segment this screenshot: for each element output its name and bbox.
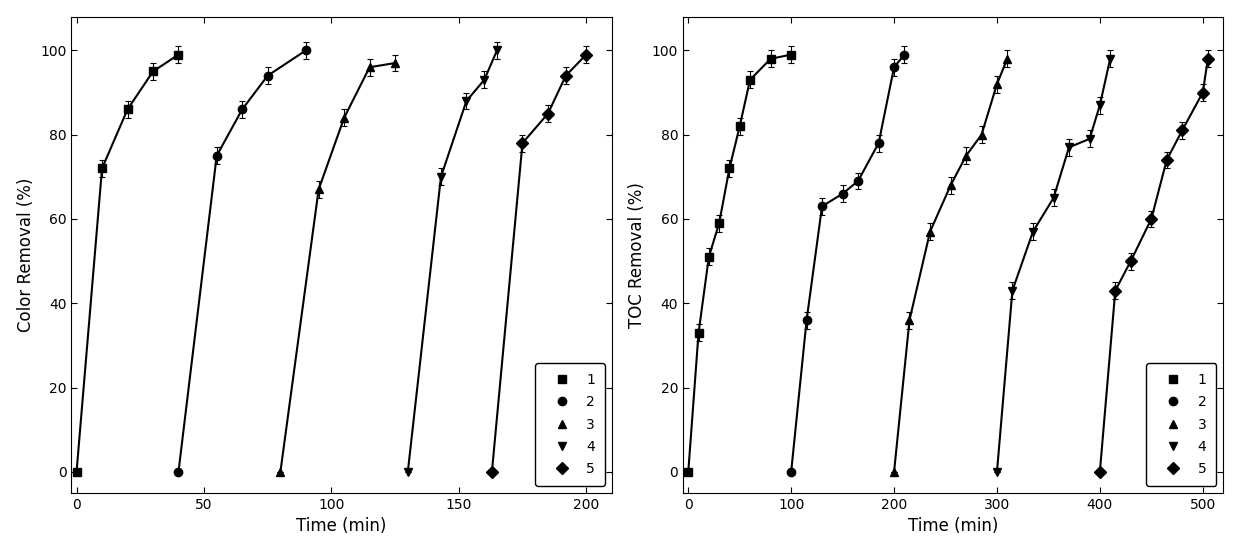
1 [145, 68, 160, 75]
3 [901, 317, 916, 323]
1 [171, 51, 186, 58]
5 [579, 51, 594, 58]
5 [1174, 127, 1189, 134]
Legend: 1, 2, 3, 4, 5: 1, 2, 3, 4, 5 [534, 363, 605, 486]
X-axis label: Time (min): Time (min) [296, 517, 387, 535]
3 [362, 64, 377, 71]
Line: 1: 1 [684, 50, 795, 476]
1 [733, 123, 748, 130]
5 [1123, 258, 1138, 264]
4 [1083, 136, 1097, 142]
5 [1159, 157, 1174, 163]
X-axis label: Time (min): Time (min) [908, 517, 998, 535]
1 [681, 469, 696, 475]
5 [1092, 469, 1107, 475]
3 [273, 469, 288, 475]
Line: 3: 3 [890, 55, 1012, 476]
1 [712, 220, 727, 226]
3 [388, 60, 403, 66]
1 [94, 165, 109, 172]
1 [784, 51, 799, 58]
2 [872, 140, 887, 146]
3 [999, 56, 1014, 62]
Legend: 1, 2, 3, 4, 5: 1, 2, 3, 4, 5 [1147, 363, 1216, 486]
1 [702, 253, 717, 260]
4 [1102, 56, 1117, 62]
1 [763, 56, 777, 62]
2 [851, 178, 866, 184]
5 [1195, 89, 1210, 96]
5 [1200, 56, 1215, 62]
2 [210, 152, 224, 159]
3 [887, 469, 901, 475]
4 [990, 469, 1004, 475]
2 [799, 317, 813, 323]
Y-axis label: TOC Removal (%): TOC Removal (%) [629, 182, 646, 328]
2 [299, 47, 314, 54]
Line: 4: 4 [404, 46, 501, 476]
5 [1143, 216, 1158, 222]
4 [477, 77, 492, 83]
1 [743, 77, 758, 83]
2 [234, 106, 249, 113]
Line: 4: 4 [993, 55, 1115, 476]
1 [120, 106, 135, 113]
Line: 1: 1 [72, 50, 182, 476]
3 [990, 81, 1004, 87]
5 [541, 110, 556, 117]
5 [485, 469, 500, 475]
3 [923, 229, 937, 235]
2 [815, 203, 830, 210]
5 [1107, 287, 1122, 294]
3 [975, 131, 990, 138]
1 [722, 165, 737, 172]
4 [1004, 287, 1019, 294]
4 [490, 47, 505, 54]
3 [944, 182, 959, 189]
4 [459, 98, 474, 104]
3 [337, 114, 352, 121]
1 [691, 330, 706, 336]
3 [311, 186, 326, 193]
2 [836, 190, 851, 197]
Line: 2: 2 [787, 50, 909, 476]
4 [1061, 144, 1076, 151]
4 [434, 173, 449, 180]
Line: 2: 2 [175, 46, 310, 476]
2 [260, 72, 275, 79]
Line: 5: 5 [487, 50, 590, 476]
2 [897, 51, 911, 58]
4 [1092, 102, 1107, 109]
2 [887, 64, 901, 71]
5 [515, 140, 529, 146]
2 [171, 469, 186, 475]
2 [784, 469, 799, 475]
5 [558, 72, 573, 79]
Line: 5: 5 [1096, 55, 1211, 476]
3 [959, 152, 973, 159]
Line: 3: 3 [277, 59, 399, 476]
4 [1025, 229, 1040, 235]
1 [69, 469, 84, 475]
4 [1047, 195, 1061, 201]
4 [401, 469, 415, 475]
Y-axis label: Color Removal (%): Color Removal (%) [16, 178, 35, 332]
